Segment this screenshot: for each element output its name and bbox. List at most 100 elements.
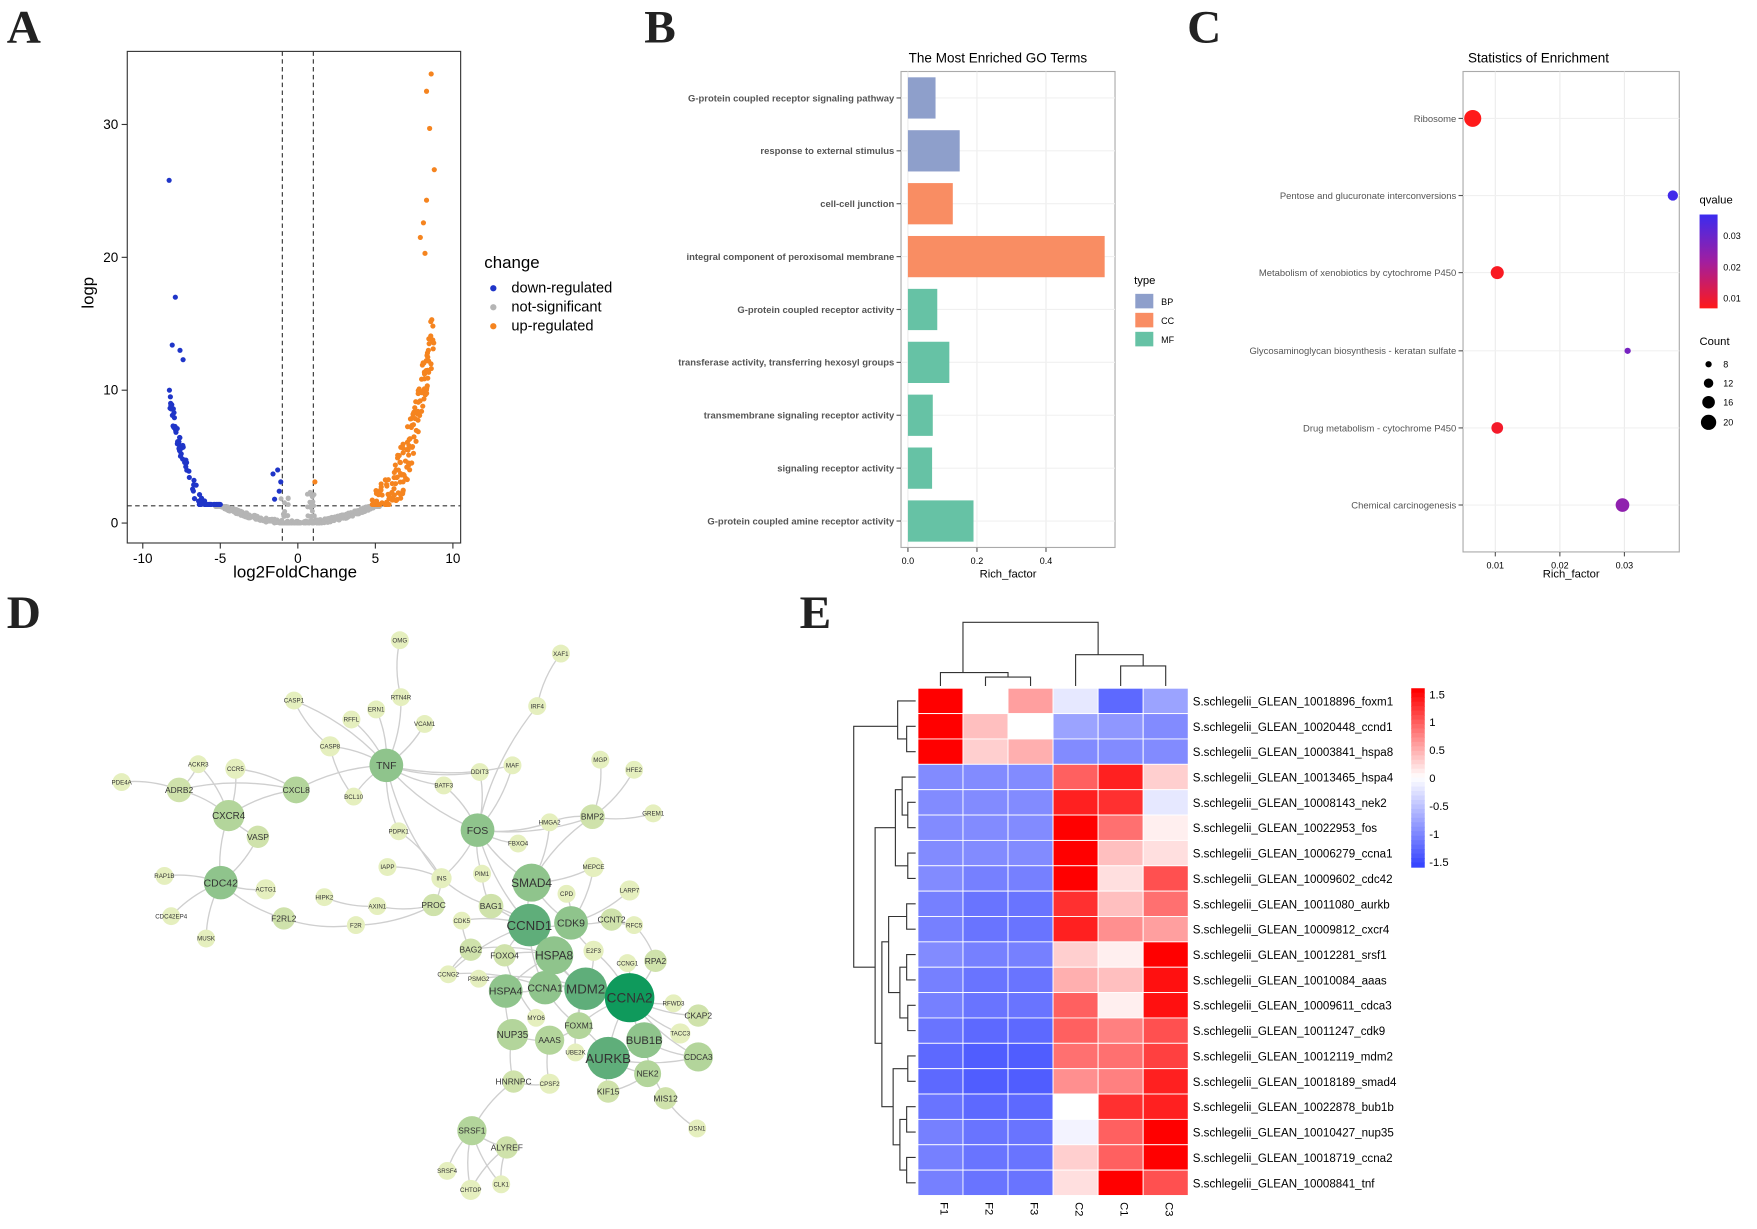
network-node: [434, 776, 453, 795]
volcano-point-down-regulated: [180, 357, 186, 363]
heatmap-column-dendrogram-branch: [1075, 654, 1144, 687]
network-node-label: CXCR4: [212, 811, 246, 822]
volcano-point-up-regulated: [423, 197, 430, 203]
volcano-point-up-regulated: [421, 396, 427, 402]
volcano-point-not-significant: [253, 516, 259, 522]
heatmap-cell: [1097, 1144, 1144, 1171]
go-legend-swatch-bp: [1135, 293, 1154, 309]
network-node: [683, 1042, 713, 1072]
heatmap-colorbar-segment: [1411, 813, 1425, 819]
network-node-label: BATF3: [434, 783, 453, 790]
network-node: [495, 1136, 519, 1159]
volcano-point-up-regulated: [391, 469, 397, 475]
volcano-point-up-regulated: [415, 399, 421, 405]
volcano-axes: -10 -5 0 5 10 0 10 20 30: [103, 117, 460, 566]
heatmap-cell: [962, 687, 1009, 715]
heatmap-cell: [1052, 890, 1099, 917]
network-node-label: FBXO4: [508, 841, 529, 848]
heatmap-row-dendrogram-branch: [907, 852, 916, 880]
network-node-label: MAF: [506, 763, 519, 770]
heatmap-cell: [1097, 763, 1144, 791]
go-x-tick-label: 0.4: [1040, 556, 1053, 566]
heatmap-cell: [962, 763, 1009, 791]
volcano-point-up-regulated: [428, 71, 434, 77]
heatmap-colorbar-segment: [1411, 741, 1425, 748]
heatmap-cell: [962, 992, 1009, 1019]
network-node: [284, 691, 303, 710]
volcano-point-not-significant: [343, 512, 349, 518]
heatmap-cell: [1007, 814, 1054, 841]
network-node: [664, 994, 683, 1013]
heatmap-cell: [1052, 865, 1099, 892]
network-node: [583, 856, 604, 878]
heatmap-cell: [1097, 966, 1144, 994]
network-node: [319, 736, 341, 757]
go-axes: 0.0 0.2 0.4 G-protein coupled receptor sign…: [678, 92, 1052, 566]
heatmap-column-labels: F1 F2 F3 C2 C1 C3: [937, 1202, 1174, 1216]
heatmap-cell: [1142, 1068, 1189, 1095]
volcano-x-tick-label: -10: [133, 551, 153, 566]
heatmap-colorbar-segment: [1411, 768, 1425, 774]
volcano-point-down-regulated: [196, 491, 203, 498]
heatmap-cell: [1097, 713, 1144, 740]
volcano-point-down-regulated: [178, 451, 184, 457]
network-node-label: ACKR3: [188, 761, 209, 768]
heatmap-colorbar-tick-label: -1.5: [1429, 857, 1448, 869]
network-node: [255, 879, 276, 900]
enrichment-grid: [1463, 71, 1680, 552]
volcano-point-not-significant: [311, 492, 317, 498]
volcano-point-not-significant: [292, 520, 298, 526]
volcano-point-down-regulated: [176, 446, 183, 452]
go-bar: [907, 447, 933, 489]
heatmap-colorbar-tick-label: -0.5: [1429, 801, 1448, 813]
network-node: [688, 1119, 707, 1138]
volcano-points: [166, 71, 437, 526]
heatmap-row-dendrogram-branch: [906, 1106, 916, 1133]
volcano-point-not-significant: [234, 507, 240, 513]
network-node-label: CPD: [560, 891, 574, 898]
volcano-point-up-regulated: [400, 450, 406, 456]
heatmap-cell: [1142, 966, 1189, 994]
go-bar: [907, 183, 953, 225]
go-bar: [907, 288, 938, 331]
volcano-point-down-regulated: [208, 501, 214, 508]
heatmap-column-label: C2: [1073, 1202, 1085, 1216]
network-node: [415, 715, 434, 733]
heatmap-cell: [1097, 1017, 1144, 1044]
volcano-point-up-regulated: [406, 452, 412, 458]
heatmap-cell: [962, 966, 1009, 994]
volcano-point-down-regulated: [193, 482, 199, 488]
volcano-point-up-regulated: [404, 476, 410, 483]
network-node: [583, 940, 604, 961]
heatmap-colorbar: 1.5 1 0.5 0 -0.5 -1 -1.5: [1411, 688, 1449, 869]
enrichment-category-label: Chemical carcinogenesis: [1351, 499, 1456, 510]
volcano-point-up-regulated: [407, 436, 413, 442]
network-node-label: CCND1: [507, 918, 553, 933]
volcano-point-down-regulated: [186, 474, 192, 481]
heatmap-cell: [917, 1093, 964, 1120]
heatmap-row-dendrogram-branch: [853, 725, 898, 968]
volcano-point-up-regulated: [422, 250, 428, 256]
volcano-x-tick-label: 0: [294, 551, 302, 566]
heatmap-cell: [1007, 763, 1054, 791]
heatmap-cell: [1052, 941, 1099, 968]
heatmap-cell: [962, 1093, 1009, 1120]
network-node-label: PDPK1: [389, 828, 410, 835]
heatmap-colorbar-segment: [1411, 759, 1425, 765]
heatmap-row-label: S.schlegelii_GLEAN_10018719_ccna2: [1193, 1153, 1393, 1165]
heatmap-row-label: S.schlegelii_GLEAN_10009602_cdc42: [1193, 874, 1393, 886]
volcano-y-axis-label: logp: [78, 277, 97, 309]
volcano-point-down-regulated: [175, 438, 181, 445]
network-node: [460, 813, 495, 847]
heatmap-cell: [1052, 789, 1099, 816]
network-node: [452, 911, 471, 930]
network-node: [389, 822, 408, 841]
volcano-legend-title: change: [484, 253, 539, 272]
network-node-label: F2R: [350, 922, 362, 929]
heatmap-colorbar-segment: [1411, 715, 1425, 721]
network-node: [162, 907, 181, 926]
network-node: [564, 967, 608, 1011]
heatmap-cell: [1097, 1093, 1144, 1120]
heatmap-column-dendrogram-branch: [984, 676, 1032, 687]
volcano-y-tick-label: 20: [103, 250, 118, 265]
